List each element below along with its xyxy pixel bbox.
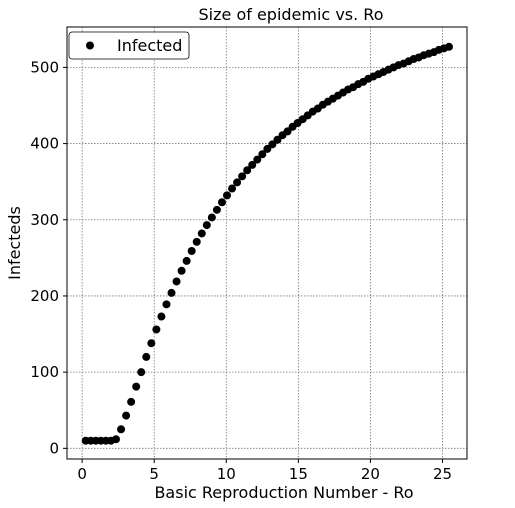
y-axis-label: Infecteds [5, 206, 24, 280]
data-point [167, 288, 176, 297]
data-point [197, 229, 206, 238]
data-point [253, 155, 262, 164]
data-point [137, 368, 146, 377]
data-point [122, 411, 131, 420]
data-point [192, 237, 201, 246]
data-point [444, 42, 453, 51]
x-axis-label: Basic Reproduction Number - Ro [154, 483, 413, 502]
x-tick-label: 10 [217, 465, 236, 483]
data-point [212, 205, 221, 214]
data-point [187, 247, 196, 255]
data-point [117, 425, 126, 434]
grid-lines [67, 27, 467, 459]
data-point [152, 325, 161, 334]
data-point [112, 435, 121, 444]
y-tick-label: 200 [30, 287, 59, 305]
data-point [217, 198, 226, 207]
y-tick-label: 300 [30, 211, 59, 229]
data-point [248, 160, 257, 169]
data-point [157, 312, 166, 321]
data-point [233, 178, 242, 187]
legend-box [68, 31, 190, 60]
data-point [127, 397, 136, 406]
y-tick-label: 500 [30, 58, 59, 76]
axis-ticks: 0 5 10 15 20 25 0 100 200 300 400 500 [30, 58, 452, 483]
data-point [258, 150, 267, 159]
legend-label-infected: Infected [117, 36, 182, 55]
data-point [177, 266, 186, 275]
data-point [147, 339, 156, 348]
data-point [207, 213, 216, 222]
data-point [223, 191, 231, 200]
x-tick-label: 0 [77, 465, 87, 483]
legend: Infected [68, 31, 190, 60]
data-point [172, 277, 181, 286]
x-tick-label: 25 [433, 465, 452, 483]
data-point [132, 382, 141, 391]
data-point [142, 352, 151, 361]
legend-marker [86, 41, 94, 50]
chart-title: Size of epidemic vs. Ro [199, 5, 384, 24]
x-tick-label: 15 [289, 465, 308, 483]
plot-frame [66, 26, 468, 460]
x-tick-label: 20 [361, 465, 380, 483]
data-point [228, 184, 237, 193]
x-tick-label: 5 [149, 465, 159, 483]
data-point [238, 172, 247, 181]
data-point [243, 166, 252, 175]
data-point [202, 221, 211, 230]
data-point [162, 300, 171, 309]
y-tick-label: 100 [30, 363, 59, 381]
data-points [81, 42, 453, 445]
data-point [182, 256, 191, 265]
y-tick-label: 400 [30, 135, 59, 153]
y-tick-label: 0 [49, 439, 59, 457]
